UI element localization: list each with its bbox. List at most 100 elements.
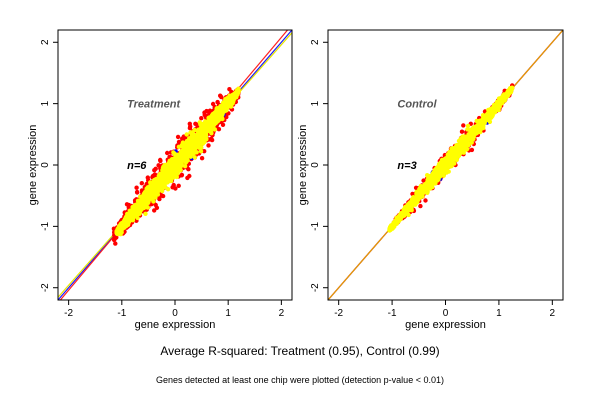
data-point [206, 143, 211, 148]
data-point [158, 175, 163, 180]
data-point [203, 123, 208, 128]
data-point [228, 104, 234, 109]
data-point [148, 180, 153, 185]
r-squared-summary: Average R-squared: Treatment (0.95), Con… [160, 344, 439, 358]
data-point [193, 121, 198, 127]
y-tick-label: 2 [40, 39, 51, 45]
data-point [441, 173, 446, 178]
data-point [199, 156, 205, 161]
data-point [125, 213, 131, 219]
data-point [113, 241, 118, 246]
data-point [425, 190, 430, 195]
data-point [153, 166, 158, 171]
data-point [213, 120, 218, 126]
data-point [423, 184, 428, 190]
data-point [440, 165, 445, 171]
data-point [189, 150, 194, 155]
data-point [488, 111, 494, 117]
data-point [218, 116, 223, 121]
data-point [210, 126, 215, 131]
data-point [391, 221, 396, 227]
scatter-points [387, 83, 515, 233]
panel-title: Control [397, 99, 437, 111]
data-point [223, 107, 228, 113]
data-point [425, 173, 430, 178]
data-point [157, 196, 162, 202]
data-point [207, 123, 212, 128]
x-tick-label: -1 [388, 308, 397, 319]
y-tick-label: -1 [40, 221, 51, 230]
data-point [150, 185, 156, 190]
data-point [179, 153, 185, 158]
data-point [112, 234, 118, 240]
panel-title: Treatment [127, 99, 181, 111]
data-point [143, 193, 148, 198]
data-point [198, 149, 204, 154]
data-point [129, 212, 134, 217]
treatment-panel: -2 -1 0 1 2 -2 -1 0 1 2 gene expression gene expres… [27, 29, 293, 331]
y-tick-label: 0 [40, 162, 51, 168]
data-point [166, 169, 171, 174]
y-tick-label: -2 [310, 283, 321, 292]
data-point [138, 194, 143, 199]
data-point [124, 202, 130, 207]
data-point [416, 194, 421, 199]
data-point [458, 142, 463, 147]
data-point [135, 215, 140, 221]
y-tick-label: 2 [310, 39, 321, 45]
data-point [466, 136, 471, 141]
data-point [189, 133, 194, 139]
data-point [455, 147, 461, 152]
data-point [160, 193, 166, 199]
data-point [410, 201, 415, 207]
data-point [469, 130, 475, 135]
data-point [226, 96, 231, 101]
x-tick-label: -2 [334, 308, 343, 319]
x-tick-label: 0 [443, 308, 449, 319]
data-point [202, 149, 207, 154]
data-point [458, 136, 463, 141]
data-point [202, 126, 207, 131]
data-point [446, 164, 451, 169]
y-tick-label: 1 [40, 100, 51, 106]
data-point [187, 137, 192, 142]
y-tick-label: 1 [310, 100, 321, 106]
sample-count-label: n=3 [397, 160, 416, 172]
data-point [465, 123, 471, 129]
data-point [471, 125, 477, 130]
data-point [167, 161, 173, 166]
data-point [202, 110, 207, 115]
data-point [403, 204, 408, 210]
data-point [217, 112, 222, 118]
x-tick-label: 1 [496, 308, 502, 319]
data-point [456, 151, 462, 156]
data-point [175, 168, 180, 173]
data-point [139, 202, 144, 207]
x-tick-label: -1 [117, 308, 126, 319]
data-point [171, 160, 176, 166]
data-point [213, 115, 218, 120]
data-point [426, 182, 432, 188]
data-point [459, 129, 465, 134]
data-point [151, 199, 156, 204]
data-point [410, 191, 415, 197]
data-point [128, 208, 134, 213]
data-point [152, 208, 157, 213]
data-point [404, 208, 409, 213]
data-point [192, 155, 197, 160]
data-point [169, 168, 175, 173]
data-point [198, 128, 203, 133]
x-tick-label: 2 [279, 308, 285, 319]
data-point [215, 99, 220, 105]
data-point [162, 178, 167, 183]
data-point [134, 189, 140, 195]
data-point [471, 133, 476, 139]
data-point [163, 162, 168, 168]
data-point [165, 150, 170, 156]
data-point [150, 195, 155, 201]
data-point [196, 136, 201, 142]
sample-count-label: n=6 [127, 160, 147, 172]
data-point [454, 157, 459, 163]
data-point [151, 188, 156, 193]
x-tick-label: 2 [550, 308, 556, 319]
